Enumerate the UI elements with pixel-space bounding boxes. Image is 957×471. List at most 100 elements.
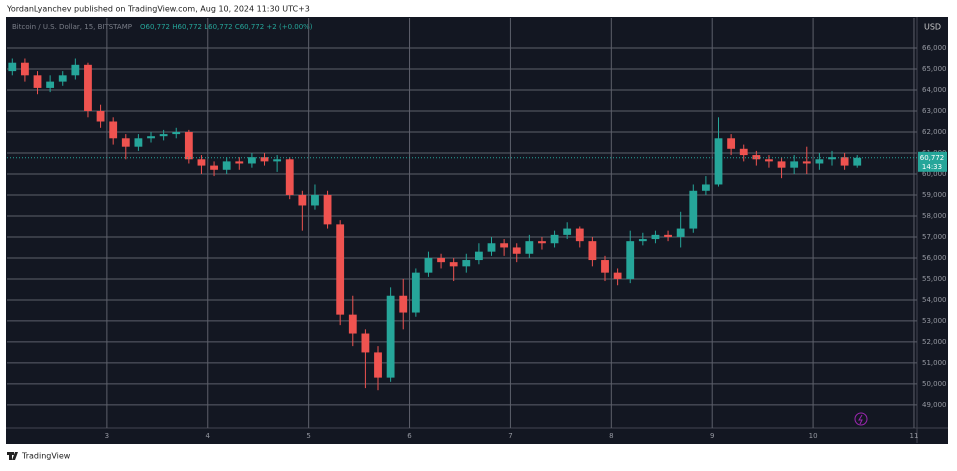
candle-body <box>500 243 509 248</box>
candle-body <box>739 148 748 156</box>
candle-body <box>638 239 647 242</box>
candle-body <box>285 159 294 195</box>
candle-body <box>348 314 357 334</box>
candle-body <box>172 131 181 135</box>
candle-body <box>424 257 433 273</box>
candle-body <box>71 64 80 76</box>
candle-body <box>134 138 143 147</box>
candle-body <box>714 138 723 185</box>
x-tick-label: 3 <box>105 432 109 440</box>
y-tick-label: 56,000 <box>922 254 947 262</box>
y-tick-label: 52,000 <box>922 338 947 346</box>
candle-body <box>399 295 408 313</box>
x-tick-label: 5 <box>306 432 310 440</box>
candle-body <box>235 161 244 164</box>
y-tick-label: 58,000 <box>922 212 947 220</box>
candle-body <box>260 157 269 162</box>
candle-body <box>815 159 824 164</box>
y-tick-label: 49,000 <box>922 401 947 409</box>
candle-body <box>777 161 786 168</box>
y-tick-label: 59,000 <box>922 191 947 199</box>
y-tick-label: 66,000 <box>922 44 947 52</box>
candle-body <box>853 157 862 166</box>
candle-body <box>20 62 29 76</box>
candle-body <box>147 136 155 139</box>
candle-body <box>449 262 458 267</box>
candle-body <box>613 272 622 279</box>
candle-body <box>273 159 282 162</box>
candle-body <box>487 243 496 252</box>
candle-body <box>311 194 319 206</box>
x-tick-label: 7 <box>508 432 512 440</box>
candle-body <box>84 64 92 112</box>
candle-body <box>626 241 635 279</box>
y-tick-label: 50,000 <box>922 380 947 388</box>
x-tick-label: 10 <box>809 432 818 440</box>
last-price-box <box>918 151 947 172</box>
candle-body <box>689 190 698 229</box>
candle-body <box>538 241 546 244</box>
candle-body <box>790 161 799 168</box>
candle-body <box>247 157 256 164</box>
candle-body <box>58 75 67 82</box>
x-tick-label: 8 <box>609 432 613 440</box>
candle-body <box>210 165 218 170</box>
candle-body <box>462 260 471 267</box>
y-tick-label: 55,000 <box>922 275 947 283</box>
candle-body <box>802 161 811 164</box>
candle-body <box>512 247 521 254</box>
candle-body <box>588 241 597 261</box>
candle-body <box>159 134 168 137</box>
ohlc-legend: O60,772 H60,772 L60,772 C60,772 +2 (+0.0… <box>140 23 313 31</box>
candle-body <box>33 75 42 88</box>
candle-body <box>727 138 736 149</box>
candle-body <box>563 228 572 235</box>
candle-body <box>374 352 382 378</box>
candle-body <box>474 251 483 261</box>
candle-body <box>184 131 193 160</box>
candle-body <box>701 184 710 191</box>
y-tick-label: 62,000 <box>922 128 947 136</box>
candle-body <box>676 228 685 237</box>
author-line: YordanLyanchev published on TradingView.… <box>6 5 310 14</box>
symbol: Bitcoin / U.S. Dollar, 15, BITSTAMP <box>12 23 132 31</box>
candle-body <box>46 81 55 88</box>
candle-body <box>96 111 105 122</box>
candle-body <box>386 295 395 378</box>
candle-body <box>550 234 559 244</box>
y-tick-label: 63,000 <box>922 107 947 115</box>
countdown: 14:33 <box>922 163 942 171</box>
y-tick-label: 57,000 <box>922 233 947 241</box>
y-tick-label: 54,000 <box>922 296 947 304</box>
candle-body <box>197 159 206 166</box>
candle-body <box>109 121 118 139</box>
candle-body <box>765 159 773 162</box>
candle-body <box>336 224 345 315</box>
x-tick-label: 9 <box>710 432 714 440</box>
candle-body <box>664 234 672 237</box>
candle-body <box>575 228 584 242</box>
candle-body <box>525 241 534 254</box>
candle-body <box>437 257 445 263</box>
candle-body <box>298 194 307 206</box>
footer-logo <box>7 452 18 460</box>
candle-body <box>8 62 17 72</box>
y-tick-label: 64,000 <box>922 86 947 94</box>
chart-background <box>6 17 948 444</box>
candle-body <box>323 194 332 225</box>
currency: USD <box>924 23 941 32</box>
last-price-label: 60,772 <box>920 154 945 162</box>
x-tick-label: 6 <box>407 432 412 440</box>
y-tick-label: 51,000 <box>922 359 947 367</box>
candle-body <box>651 234 660 240</box>
x-tick-label: 11 <box>910 432 919 440</box>
candle-body <box>411 272 420 313</box>
candle-body <box>601 260 609 273</box>
candle-body <box>222 161 231 170</box>
y-tick-label: 60,000 <box>922 170 947 178</box>
candle-body <box>752 155 761 160</box>
y-tick-label: 53,000 <box>922 317 947 325</box>
candle-body <box>121 138 130 147</box>
